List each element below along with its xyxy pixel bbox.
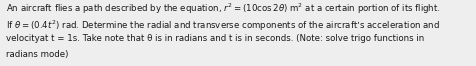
Text: An aircraft flies a path described by the equation, $r^2 = (10\cos 2\theta)$ m$^: An aircraft flies a path described by th… xyxy=(6,2,439,16)
Text: velocityat t = 1s. Take note that θ is in radians and t is in seconds. (Note: so: velocityat t = 1s. Take note that θ is i… xyxy=(6,34,423,43)
Text: If $\theta = (0.4t^2)$ rad. Determine the radial and transverse components of th: If $\theta = (0.4t^2)$ rad. Determine th… xyxy=(6,18,439,33)
Text: radians mode): radians mode) xyxy=(6,50,68,59)
